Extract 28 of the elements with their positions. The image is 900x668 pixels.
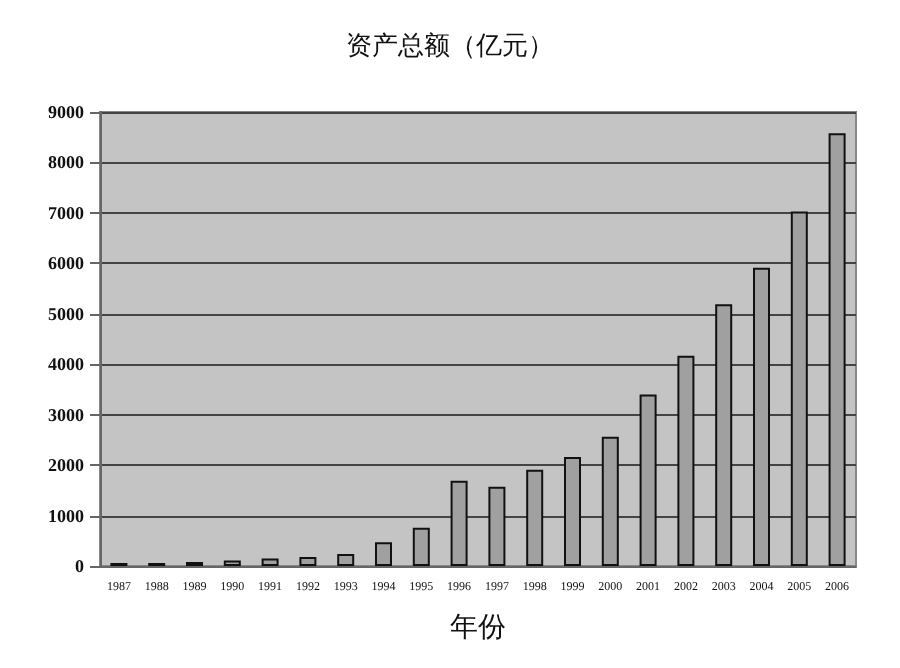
chart-title: 资产总额（亿元） [346, 32, 554, 62]
y-tick-label: 7000 [48, 202, 85, 223]
y-tick-label: 0 [75, 556, 85, 576]
bar [790, 211, 808, 566]
bar [564, 457, 582, 566]
bar [412, 527, 430, 566]
bar [450, 480, 468, 566]
bar [526, 469, 544, 566]
bar [828, 133, 846, 566]
x-axis-title: 年份 [450, 612, 506, 644]
y-tick-label: 5000 [48, 303, 85, 324]
bar [488, 486, 506, 566]
bar [261, 558, 279, 566]
y-tick-label: 8000 [48, 152, 85, 173]
y-tick-label: 3000 [48, 404, 85, 425]
y-tick-label: 9000 [48, 102, 85, 122]
bar [677, 355, 695, 566]
bar [375, 542, 393, 566]
bar [299, 556, 317, 566]
bar [753, 267, 771, 566]
y-tick-label: 6000 [48, 253, 85, 274]
bar [715, 304, 733, 566]
y-tick-label: 1000 [48, 505, 85, 526]
bar [639, 394, 657, 566]
bar [337, 553, 355, 566]
y-tick-label: 2000 [48, 455, 85, 476]
bar [601, 436, 619, 566]
y-tick-label: 4000 [48, 354, 85, 375]
